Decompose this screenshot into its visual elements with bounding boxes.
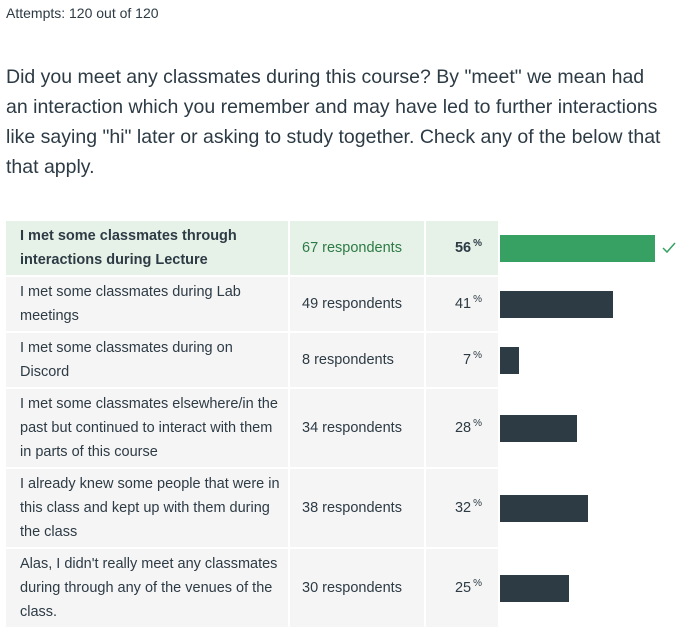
percent-value: 56 <box>454 240 472 256</box>
answer-bar-track <box>500 277 660 331</box>
percent-sign: % <box>473 237 482 249</box>
answer-text: I already knew some people that were in … <box>6 469 288 547</box>
answer-bar-track <box>500 221 676 275</box>
answer-percent: 7% <box>426 333 498 387</box>
answer-text: I met some classmates during on Discord <box>6 333 288 387</box>
percent-sign: % <box>473 349 482 361</box>
respondent-count: 8 respondents <box>290 333 424 387</box>
percent-sign: % <box>473 497 482 509</box>
respondent-count: 30 respondents <box>290 549 424 627</box>
answer-percent: 32% <box>426 469 498 547</box>
answer-row: I met some classmates during on Discord … <box>6 333 695 387</box>
answer-results: I met some classmates through interactio… <box>6 221 695 629</box>
answer-bar <box>500 574 569 602</box>
answer-percent: 28% <box>426 389 498 467</box>
answer-text: I met some classmates elsewhere/in the p… <box>6 389 288 467</box>
answer-percent: 56% <box>426 221 498 275</box>
answer-text: I met some classmates through interactio… <box>6 221 288 275</box>
answer-row: I already knew some people that were in … <box>6 469 695 547</box>
answer-bar-track <box>500 549 660 627</box>
answer-bar <box>500 494 588 522</box>
percent-value: 41 <box>454 296 472 312</box>
answer-percent: 41% <box>426 277 498 331</box>
respondent-count: 38 respondents <box>290 469 424 547</box>
percent-value: 7 <box>463 352 472 368</box>
percent-sign: % <box>473 577 482 589</box>
answer-row: I met some classmates elsewhere/in the p… <box>6 389 695 467</box>
answer-bar <box>500 346 519 374</box>
answer-row: I met some classmates through interactio… <box>6 221 695 275</box>
answer-bar-track <box>500 389 660 467</box>
respondent-count: 67 respondents <box>290 221 424 275</box>
respondent-count: 34 respondents <box>290 389 424 467</box>
percent-sign: % <box>473 417 482 429</box>
percent-value: 28 <box>454 420 472 436</box>
percent-value: 25 <box>454 580 472 596</box>
question-text: Did you meet any classmates during this … <box>6 66 661 178</box>
answer-row: Alas, I didn't really meet any classmate… <box>6 549 695 627</box>
respondent-count: 49 respondents <box>290 277 424 331</box>
answer-bar-track <box>500 333 660 387</box>
answer-bar <box>500 234 655 262</box>
attempts-count: Attempts: 120 out of 120 <box>6 5 159 21</box>
percent-sign: % <box>473 293 482 305</box>
answer-text: I met some classmates during Lab meeting… <box>6 277 288 331</box>
answer-percent: 25% <box>426 549 498 627</box>
correct-check-icon <box>662 242 676 254</box>
answer-text: Alas, I didn't really meet any classmate… <box>6 549 288 627</box>
answer-bar <box>500 290 613 318</box>
answer-bar-track <box>500 469 660 547</box>
answer-row: I met some classmates during Lab meeting… <box>6 277 695 331</box>
answer-bar <box>500 414 577 442</box>
percent-value: 32 <box>454 500 472 516</box>
